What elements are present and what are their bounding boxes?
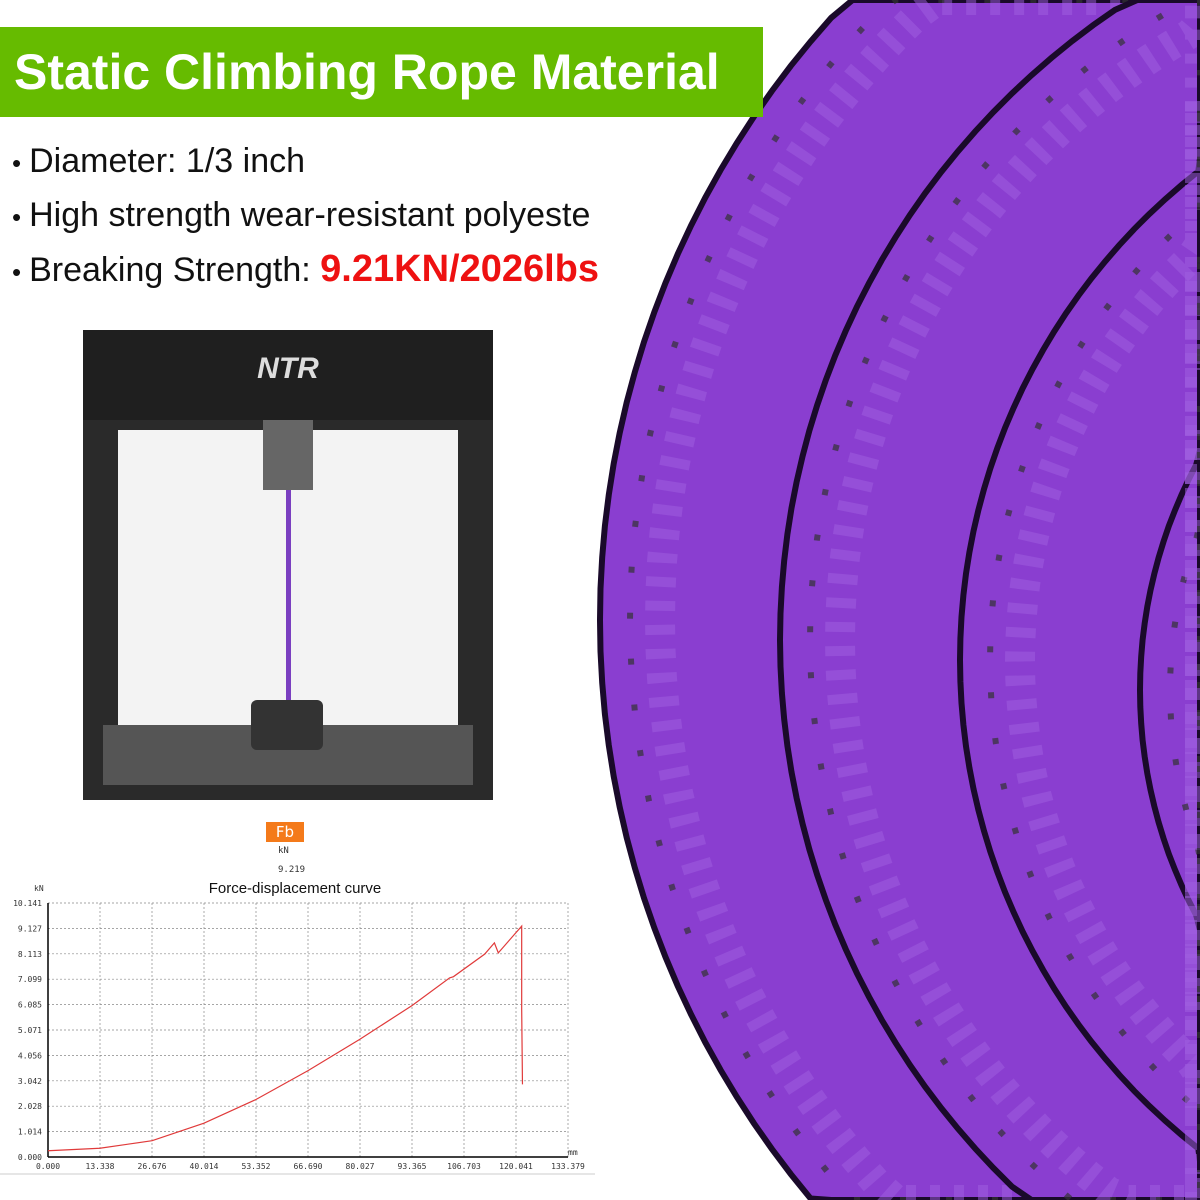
y-tick-label: 8.113 xyxy=(18,950,42,959)
force-curve-line xyxy=(47,924,524,1152)
y-tick-label: 0.000 xyxy=(18,1153,42,1162)
x-tick-label: 106.703 xyxy=(447,1162,481,1171)
spec-material: • High strength wear-resistant polyeste xyxy=(12,192,599,246)
x-tick-label: 0.000 xyxy=(36,1162,60,1171)
readout-value: 9.219 xyxy=(278,865,306,875)
y-tick-label: 1.014 xyxy=(18,1128,42,1137)
y-tick-label: 6.085 xyxy=(18,1001,42,1010)
y-tick-label: 4.056 xyxy=(18,1051,42,1060)
force-displacement-chart: Force-displacement curve kN mm 0.000 13.3… xyxy=(0,880,595,1175)
x-tick-label: 120.041 xyxy=(499,1162,533,1171)
x-axis-unit: mm xyxy=(568,1148,578,1157)
x-tick-label: 53.352 xyxy=(242,1162,271,1171)
machine-brand: NTR xyxy=(257,352,319,385)
chart-title: Force-displacement curve xyxy=(209,880,382,897)
x-tick-label: 66.690 xyxy=(294,1162,323,1171)
x-tick-label: 93.365 xyxy=(398,1162,427,1171)
y-tick-label: 10.141 xyxy=(13,899,42,908)
y-tick-label: 3.042 xyxy=(18,1077,42,1086)
spec-text: Breaking Strength: xyxy=(29,251,321,289)
y-tick-label: 9.127 xyxy=(18,924,42,933)
y-tick-label: 5.071 xyxy=(18,1026,42,1035)
strength-value: 9.21KN/2026lbs xyxy=(320,248,600,290)
x-tick-label: 13.338 xyxy=(86,1162,115,1171)
rope-sample xyxy=(286,490,291,705)
bullet-icon: • xyxy=(12,148,22,178)
tensile-test-machine-photo: NTR xyxy=(83,330,493,800)
banner-title: Static Climbing Rope Material xyxy=(0,27,763,117)
bullet-icon: • xyxy=(12,202,22,232)
fb-badge: Fb xyxy=(266,822,304,842)
x-tick-label: 133.379 xyxy=(551,1162,585,1171)
bullet-icon: • xyxy=(12,257,22,287)
upper-clamp xyxy=(263,420,313,490)
spec-text: Diameter: 1/3 inch xyxy=(29,142,306,180)
x-tick-label: 80.027 xyxy=(346,1162,375,1171)
lower-clamp xyxy=(251,700,323,750)
spec-list: • Diameter: 1/3 inch • High strength wear-… xyxy=(12,138,599,300)
x-tick-label: 40.014 xyxy=(190,1162,219,1171)
rope-loop xyxy=(1136,210,1200,1170)
spec-diameter: • Diameter: 1/3 inch xyxy=(12,138,599,192)
spec-text: High strength wear-resistant polyeste xyxy=(29,196,591,234)
readout-unit: kN xyxy=(278,846,289,856)
y-axis-unit: kN xyxy=(34,884,44,893)
x-tick-label: 26.676 xyxy=(138,1162,167,1171)
y-tick-label: 7.099 xyxy=(18,975,42,984)
y-tick-label: 2.028 xyxy=(18,1102,42,1111)
spec-strength: • Breaking Strength: 9.21KN/2026lbs xyxy=(12,246,599,300)
